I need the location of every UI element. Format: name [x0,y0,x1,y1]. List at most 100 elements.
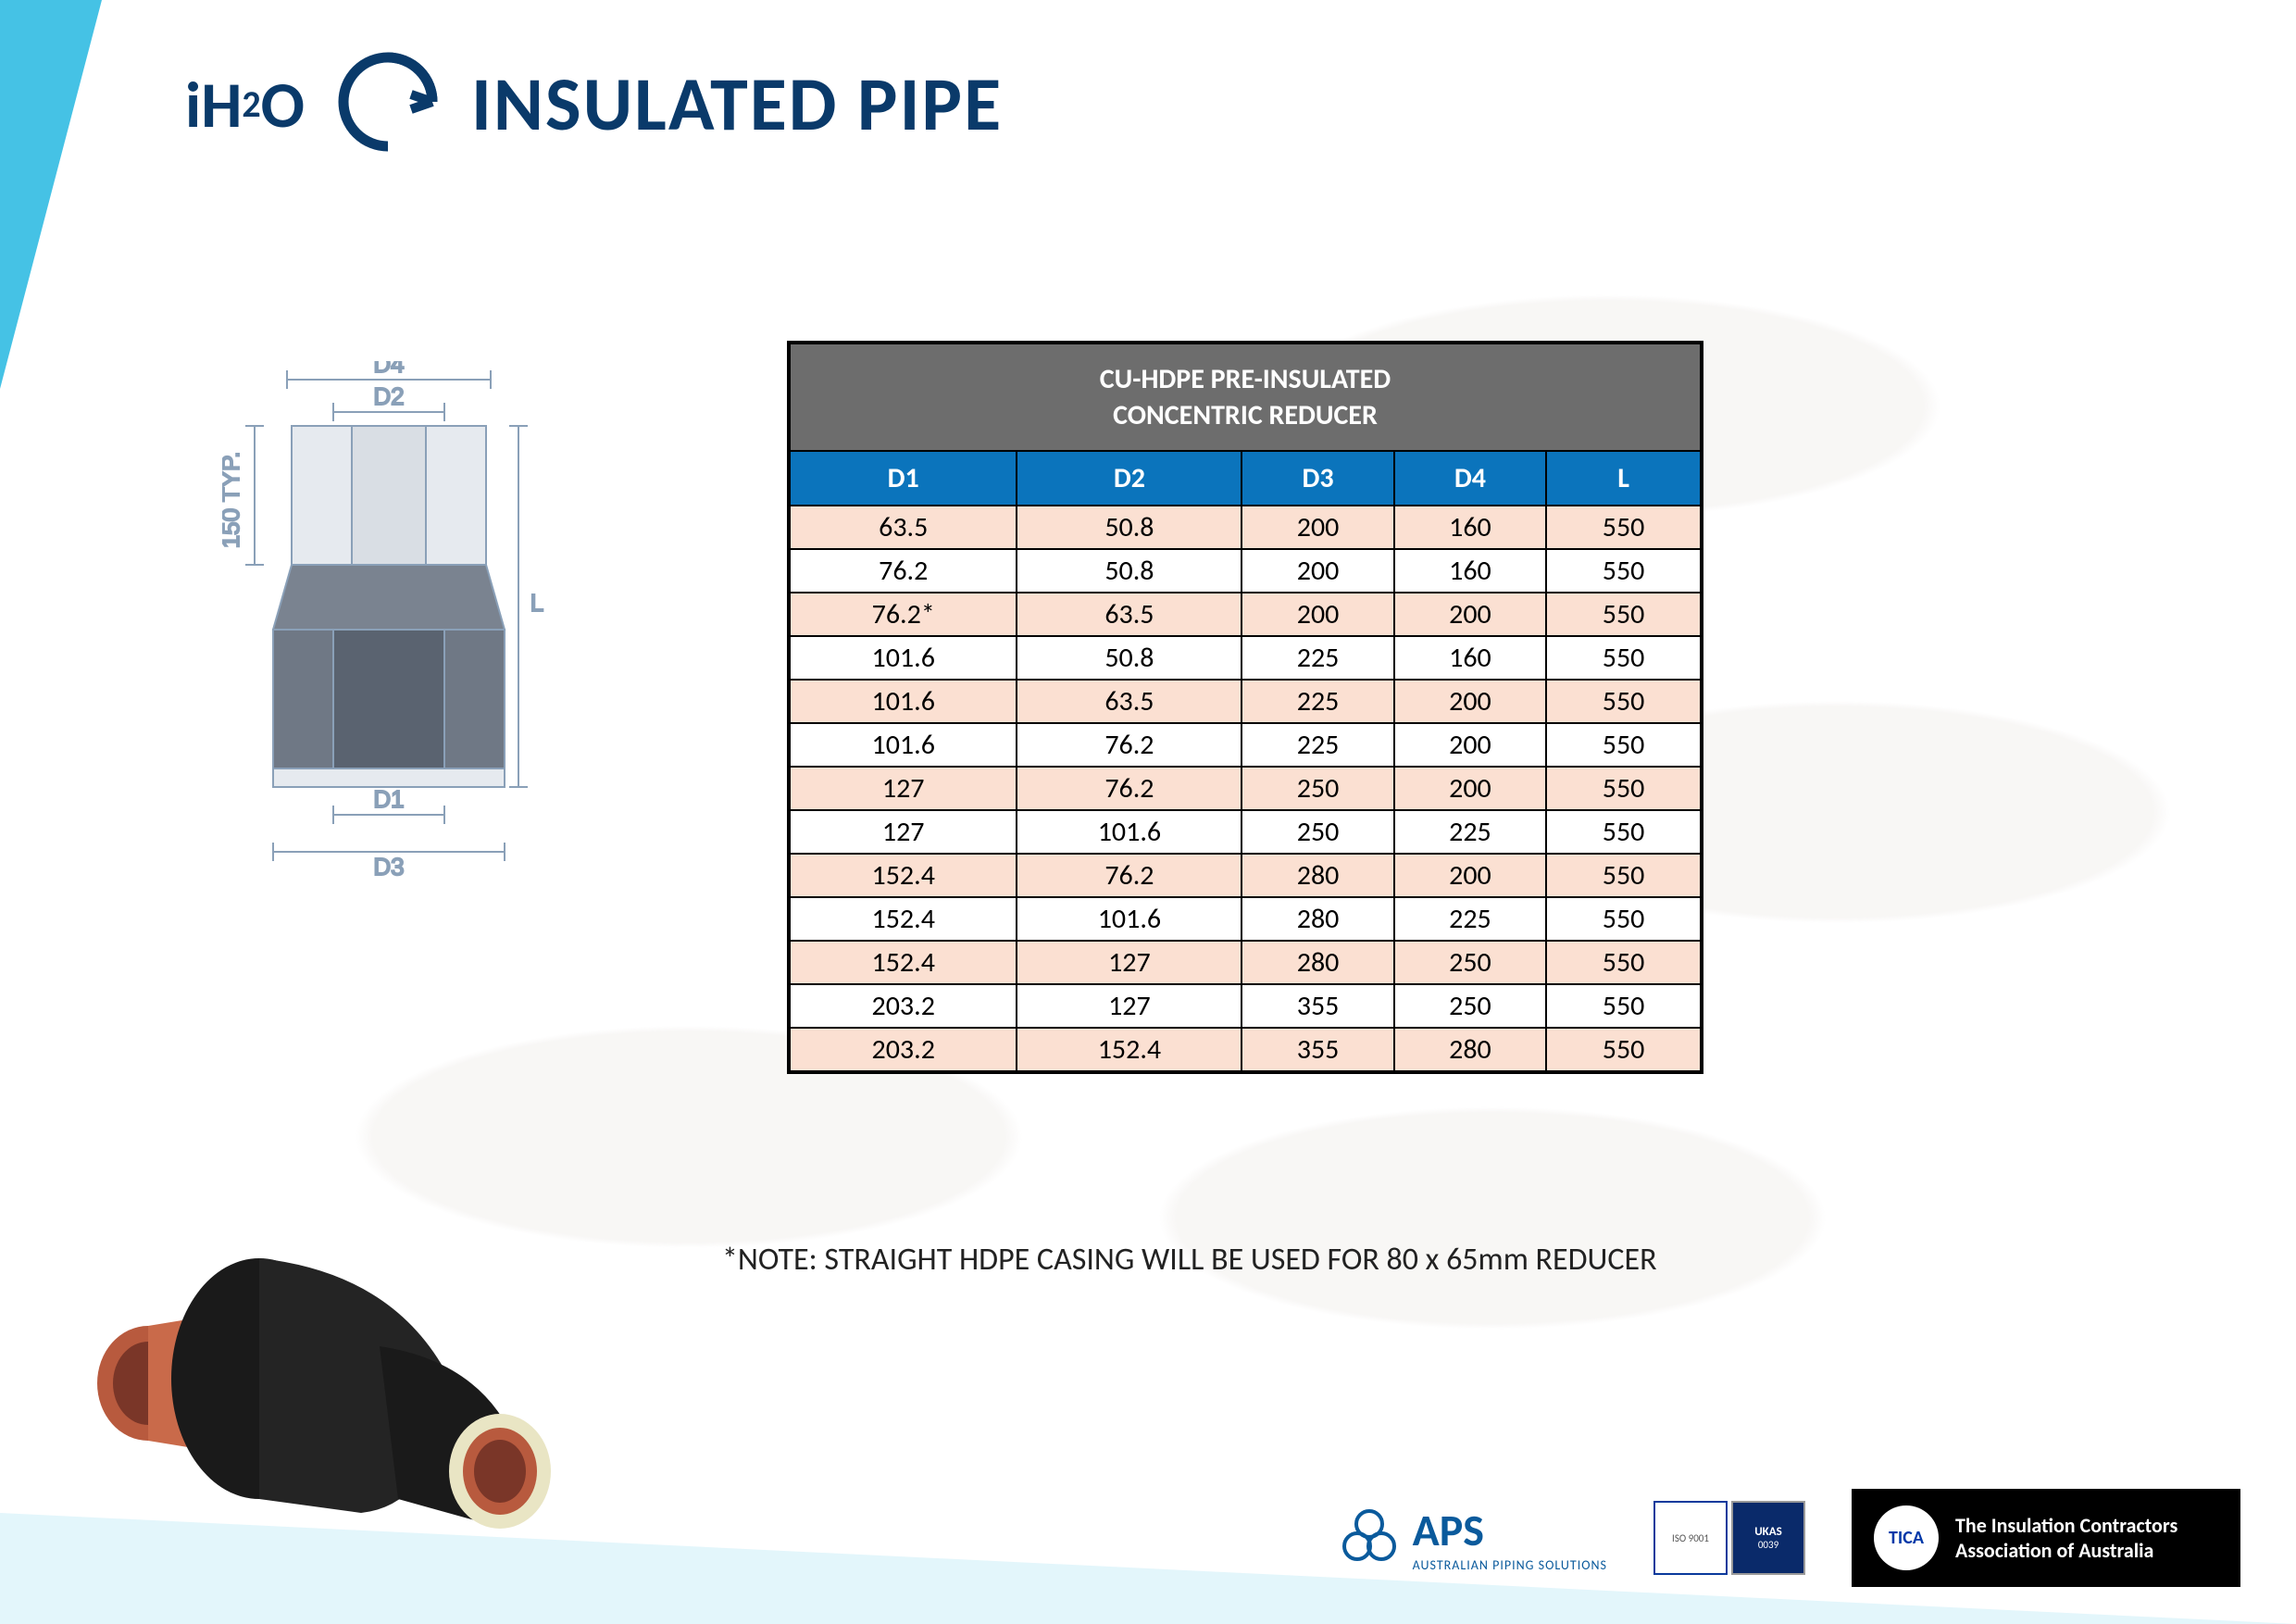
diagram-label-d3: D3 [373,853,404,880]
table-cell: 550 [1546,897,1702,941]
logo-suffix: O [261,65,305,144]
page-title: INSULATED PIPE [471,58,1003,151]
table-row: 63.550.8200160550 [789,506,1702,549]
tica-badge-icon: TICA [1874,1505,1939,1570]
table-row: 127101.6250225550 [789,810,1702,854]
table-cell: 63.5 [1017,680,1242,723]
logo-circle-icon [332,46,443,162]
diagram-label-d1: D1 [373,785,404,813]
table-cell: 152.4 [789,941,1017,984]
table-title-line1: CU-HDPE PRE-INSULATED [1100,362,1391,396]
cert-iso-label: ISO 9001 [1672,1532,1709,1544]
table-cell: 152.4 [789,897,1017,941]
table-cell: 550 [1546,854,1702,897]
table-cell: 76.2* [789,593,1017,636]
table-title-line2: CONCENTRIC REDUCER [1113,398,1378,432]
aps-rings-icon [1337,1505,1402,1570]
table-cell: 127 [789,810,1017,854]
table-cell: 225 [1394,897,1546,941]
table-cell: 355 [1242,1028,1393,1072]
cert-ukas-num: 0039 [1754,1539,1782,1551]
table-row: 12776.2250200550 [789,767,1702,810]
footnote: *NOTE: STRAIGHT HDPE CASING WILL BE USED… [722,1241,1657,1279]
table-cell: 280 [1242,941,1393,984]
table-cell: 225 [1242,723,1393,767]
table-row: 203.2127355250550 [789,984,1702,1028]
table-cell: 250 [1394,941,1546,984]
table-cell: 127 [1017,984,1242,1028]
table-cell: 250 [1242,767,1393,810]
table-row: 101.676.2225200550 [789,723,1702,767]
technical-diagram: D4 D2 150 TYP. L D1 D3 [222,361,555,880]
table-cell: 200 [1394,680,1546,723]
table-cell: 250 [1242,810,1393,854]
table-cell: 225 [1242,680,1393,723]
table-cell: 550 [1546,549,1702,593]
diagram-label-typ: 150 TYP. [222,452,244,549]
logo-mark: iH2O [185,65,305,144]
tica-badge-text: TICA [1889,1527,1924,1549]
table-cell: 76.2 [1017,767,1242,810]
table-row: 101.650.8225160550 [789,636,1702,680]
table-cell: 200 [1242,593,1393,636]
aps-sub: AUSTRALIAN PIPING SOLUTIONS [1413,1557,1607,1573]
table-cell: 550 [1546,723,1702,767]
table-cell: 550 [1546,593,1702,636]
table-row: 152.4101.6280225550 [789,897,1702,941]
table-cell: 50.8 [1017,506,1242,549]
table-col-d1: D1 [789,451,1017,506]
table-cell: 152.4 [789,854,1017,897]
table-cell: 203.2 [789,1028,1017,1072]
table-cell: 203.2 [789,984,1017,1028]
product-render [74,1217,583,1568]
table-col-d2: D2 [1017,451,1242,506]
diagram-label-d2: D2 [373,382,404,410]
table-row: 203.2152.4355280550 [789,1028,1702,1072]
table-col-d3: D3 [1242,451,1393,506]
table-cell: 200 [1242,549,1393,593]
table-cell: 225 [1242,636,1393,680]
tica-text: The Insulation Contractors Association o… [1955,1513,2218,1563]
table-title: CU-HDPE PRE-INSULATED CONCENTRIC REDUCER [789,343,1702,451]
tica-logo: TICA The Insulation Contractors Associat… [1852,1489,2240,1587]
footer-logos: APS AUSTRALIAN PIPING SOLUTIONS ISO 9001… [1337,1489,2240,1587]
diagram-label-l: L [530,589,543,617]
table-row: 101.663.5225200550 [789,680,1702,723]
table-row: 152.476.2280200550 [789,854,1702,897]
table-cell: 76.2 [789,549,1017,593]
table-cell: 250 [1394,984,1546,1028]
logo-super: 2 [242,81,260,127]
table-cell: 550 [1546,767,1702,810]
table-cell: 550 [1546,1028,1702,1072]
cert-ukas-badge: UKAS 0039 [1731,1501,1805,1575]
table-cell: 127 [1017,941,1242,984]
table-cell: 76.2 [1017,854,1242,897]
table-cell: 101.6 [789,680,1017,723]
aps-name: APS [1413,1503,1607,1557]
table-cell: 127 [789,767,1017,810]
table-cell: 152.4 [1017,1028,1242,1072]
table-cell: 101.6 [1017,810,1242,854]
table-cell: 160 [1394,506,1546,549]
cert-iso-badge: ISO 9001 [1653,1501,1728,1575]
cert-logo: ISO 9001 UKAS 0039 [1653,1501,1805,1575]
table-cell: 225 [1394,810,1546,854]
table-cell: 550 [1546,810,1702,854]
table-col-d4: D4 [1394,451,1546,506]
table-cell: 200 [1394,723,1546,767]
table-cell: 200 [1394,767,1546,810]
table-cell: 76.2 [1017,723,1242,767]
table-row: 76.2*63.5200200550 [789,593,1702,636]
table-col-l: L [1546,451,1702,506]
table-cell: 200 [1394,854,1546,897]
accent-corner-top [0,0,102,389]
table-cell: 63.5 [1017,593,1242,636]
brand-logo: iH2O INSULATED PIPE [185,46,1003,162]
table-cell: 200 [1242,506,1393,549]
table-cell: 101.6 [1017,897,1242,941]
spec-table: CU-HDPE PRE-INSULATED CONCENTRIC REDUCER… [787,341,1703,1074]
table-cell: 355 [1242,984,1393,1028]
table-cell: 101.6 [789,636,1017,680]
table-cell: 550 [1546,636,1702,680]
diagram-label-d4: D4 [373,361,404,378]
